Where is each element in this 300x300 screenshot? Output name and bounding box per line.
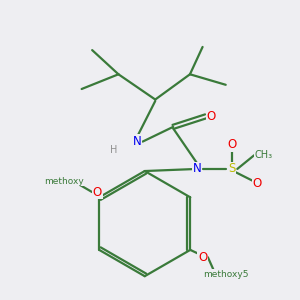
Text: methoxy5: methoxy5 bbox=[203, 270, 248, 279]
Text: O: O bbox=[206, 110, 216, 123]
Text: H: H bbox=[110, 145, 117, 155]
Text: N: N bbox=[193, 162, 202, 176]
Text: S: S bbox=[228, 162, 236, 176]
Text: methoxy: methoxy bbox=[44, 177, 84, 186]
Text: O: O bbox=[198, 251, 207, 264]
Text: O: O bbox=[253, 177, 262, 190]
Text: CH₃: CH₃ bbox=[254, 150, 273, 160]
Text: N: N bbox=[133, 135, 142, 148]
Text: O: O bbox=[227, 138, 237, 151]
Text: O: O bbox=[93, 186, 102, 199]
